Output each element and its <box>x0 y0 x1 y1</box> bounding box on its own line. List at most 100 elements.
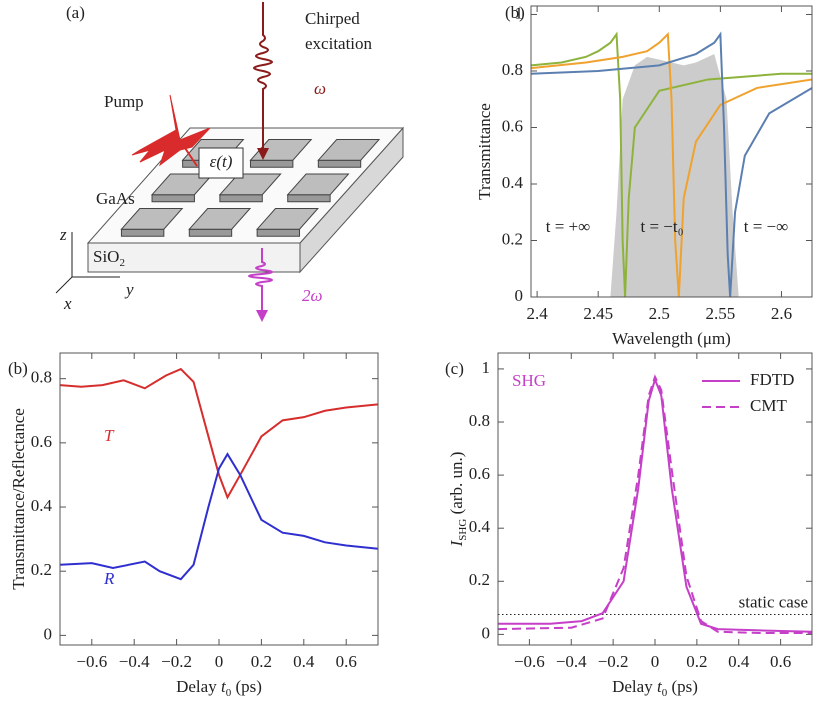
line <box>60 452 378 581</box>
panel-label: (a) <box>66 3 85 22</box>
axis-label: x <box>63 294 72 313</box>
annotation: t = +∞ <box>546 217 591 236</box>
omega-label: ω <box>314 79 326 98</box>
x-tick-label: 2.45 <box>583 304 613 323</box>
excitation-label: Chirped <box>305 9 360 28</box>
frame <box>59 352 379 646</box>
plot-area <box>498 374 812 635</box>
block-top <box>120 208 184 230</box>
y-tick-label: 0 <box>44 624 53 643</box>
x-tick-label: −0.2 <box>598 652 629 671</box>
x-axis-label: Wavelength (μm) <box>612 329 731 348</box>
line <box>531 31 812 297</box>
plot-area <box>60 367 378 581</box>
x-tick-label: 0 <box>215 652 224 671</box>
y-tick-label: 1 <box>482 358 491 377</box>
x-tick-label: 0.4 <box>728 652 750 671</box>
x-tick-label: 0 <box>651 652 660 671</box>
block-side <box>219 194 263 203</box>
y-tick-label: 0.4 <box>31 496 53 515</box>
arrow-head <box>257 148 269 160</box>
material-label: GaAs <box>96 189 135 208</box>
legend-label: FDTD <box>750 370 794 389</box>
x-tick-label: 2.4 <box>526 304 548 323</box>
y-tick-label: 0 <box>515 286 524 305</box>
y-tick-label: 0 <box>482 623 491 642</box>
block-side <box>120 228 165 237</box>
arrow-head <box>256 310 268 322</box>
axis-x <box>55 276 73 294</box>
x-tick-label: 0.2 <box>251 652 272 671</box>
line <box>60 367 378 500</box>
annotation: t = −∞ <box>744 217 789 236</box>
xlabel-part: (ps) <box>231 677 262 696</box>
y-tick-label: 0.6 <box>469 464 490 483</box>
frame <box>530 5 813 298</box>
legend-label: CMT <box>750 396 787 415</box>
excitation-label: excitation <box>305 34 373 53</box>
x-tick-label: −0.4 <box>119 652 150 671</box>
xlabel-part: 0 <box>662 687 668 699</box>
y-tick-label: 0.2 <box>469 570 490 589</box>
xlabel-part: (ps) <box>667 677 698 696</box>
block-side <box>317 159 362 168</box>
plot-area <box>531 31 812 297</box>
xlabel-part: t <box>221 677 227 696</box>
annotation: SHG <box>512 371 546 390</box>
x-axis-label: Delay t0 (ps) <box>176 677 262 699</box>
substrate-label: SiO2 <box>93 247 125 269</box>
block-top <box>317 139 381 161</box>
annotation: T <box>104 426 115 445</box>
y-tick-label: 0.2 <box>502 229 523 248</box>
x-axis-label: Delay t0 (ps) <box>612 677 698 699</box>
line <box>531 31 812 297</box>
y-tick-label: 0.4 <box>502 173 524 192</box>
axis-label: y <box>124 280 134 299</box>
ylabel-part: SHG <box>457 519 469 541</box>
x-tick-label: −0.4 <box>556 652 587 671</box>
reference-label: static case <box>739 592 808 611</box>
y-tick-label: 0.8 <box>469 411 490 430</box>
line <box>531 31 812 297</box>
y-tick-label: 0.8 <box>502 60 523 79</box>
y-tick-label: 0.8 <box>31 368 52 387</box>
permittivity-box <box>198 147 244 179</box>
area <box>610 54 739 297</box>
y-axis-label: ISHG (arb. un.) <box>447 452 469 548</box>
sh-pulse <box>248 248 273 312</box>
y-tick-label: 1 <box>515 3 524 22</box>
ylabel-part: I <box>447 539 466 547</box>
excitation-pulse <box>253 2 273 150</box>
panel-label: (c) <box>445 359 464 378</box>
block-side <box>151 194 195 203</box>
block-top <box>188 208 252 230</box>
annotation: R <box>103 569 115 588</box>
x-tick-label: 0.4 <box>293 652 315 671</box>
xlabel-part: Delay <box>612 677 657 696</box>
pump-pulse <box>131 94 211 167</box>
xlabel-part: 0 <box>226 687 232 699</box>
block-top <box>256 208 319 230</box>
permittivity-label: ε(t) <box>210 152 233 171</box>
x-tick-label: −0.6 <box>76 652 107 671</box>
block-side <box>188 228 233 237</box>
second-harmonic-label: 2ω <box>302 286 323 305</box>
y-axis-label: Transmittance/Reflectance <box>9 408 28 590</box>
block-side <box>287 194 331 203</box>
pump-arrow <box>184 147 198 167</box>
y-tick-label: 0.6 <box>31 432 52 451</box>
resonators <box>120 139 381 237</box>
panel: (b) 0 0.2 0.4 0.6 0.8 −0.6 −0.4 −0.2 0 0.2 0.4 0.6 T R… <box>8 352 379 699</box>
x-tick-label: 0.2 <box>686 652 707 671</box>
substrate-text: SiO <box>93 247 119 266</box>
x-tick-label: 2.5 <box>649 304 670 323</box>
axis-label: z <box>59 225 67 244</box>
xlabel-part: t <box>657 677 663 696</box>
line <box>498 374 812 635</box>
x-tick-label: 2.6 <box>771 304 792 323</box>
schematic: (a) ε(t) Chirped excitation ω Pump GaAs … <box>55 2 405 322</box>
x-tick-label: 0.6 <box>336 652 357 671</box>
annotation: t = −t₀ <box>640 217 683 236</box>
x-tick-label: 0.6 <box>770 652 791 671</box>
